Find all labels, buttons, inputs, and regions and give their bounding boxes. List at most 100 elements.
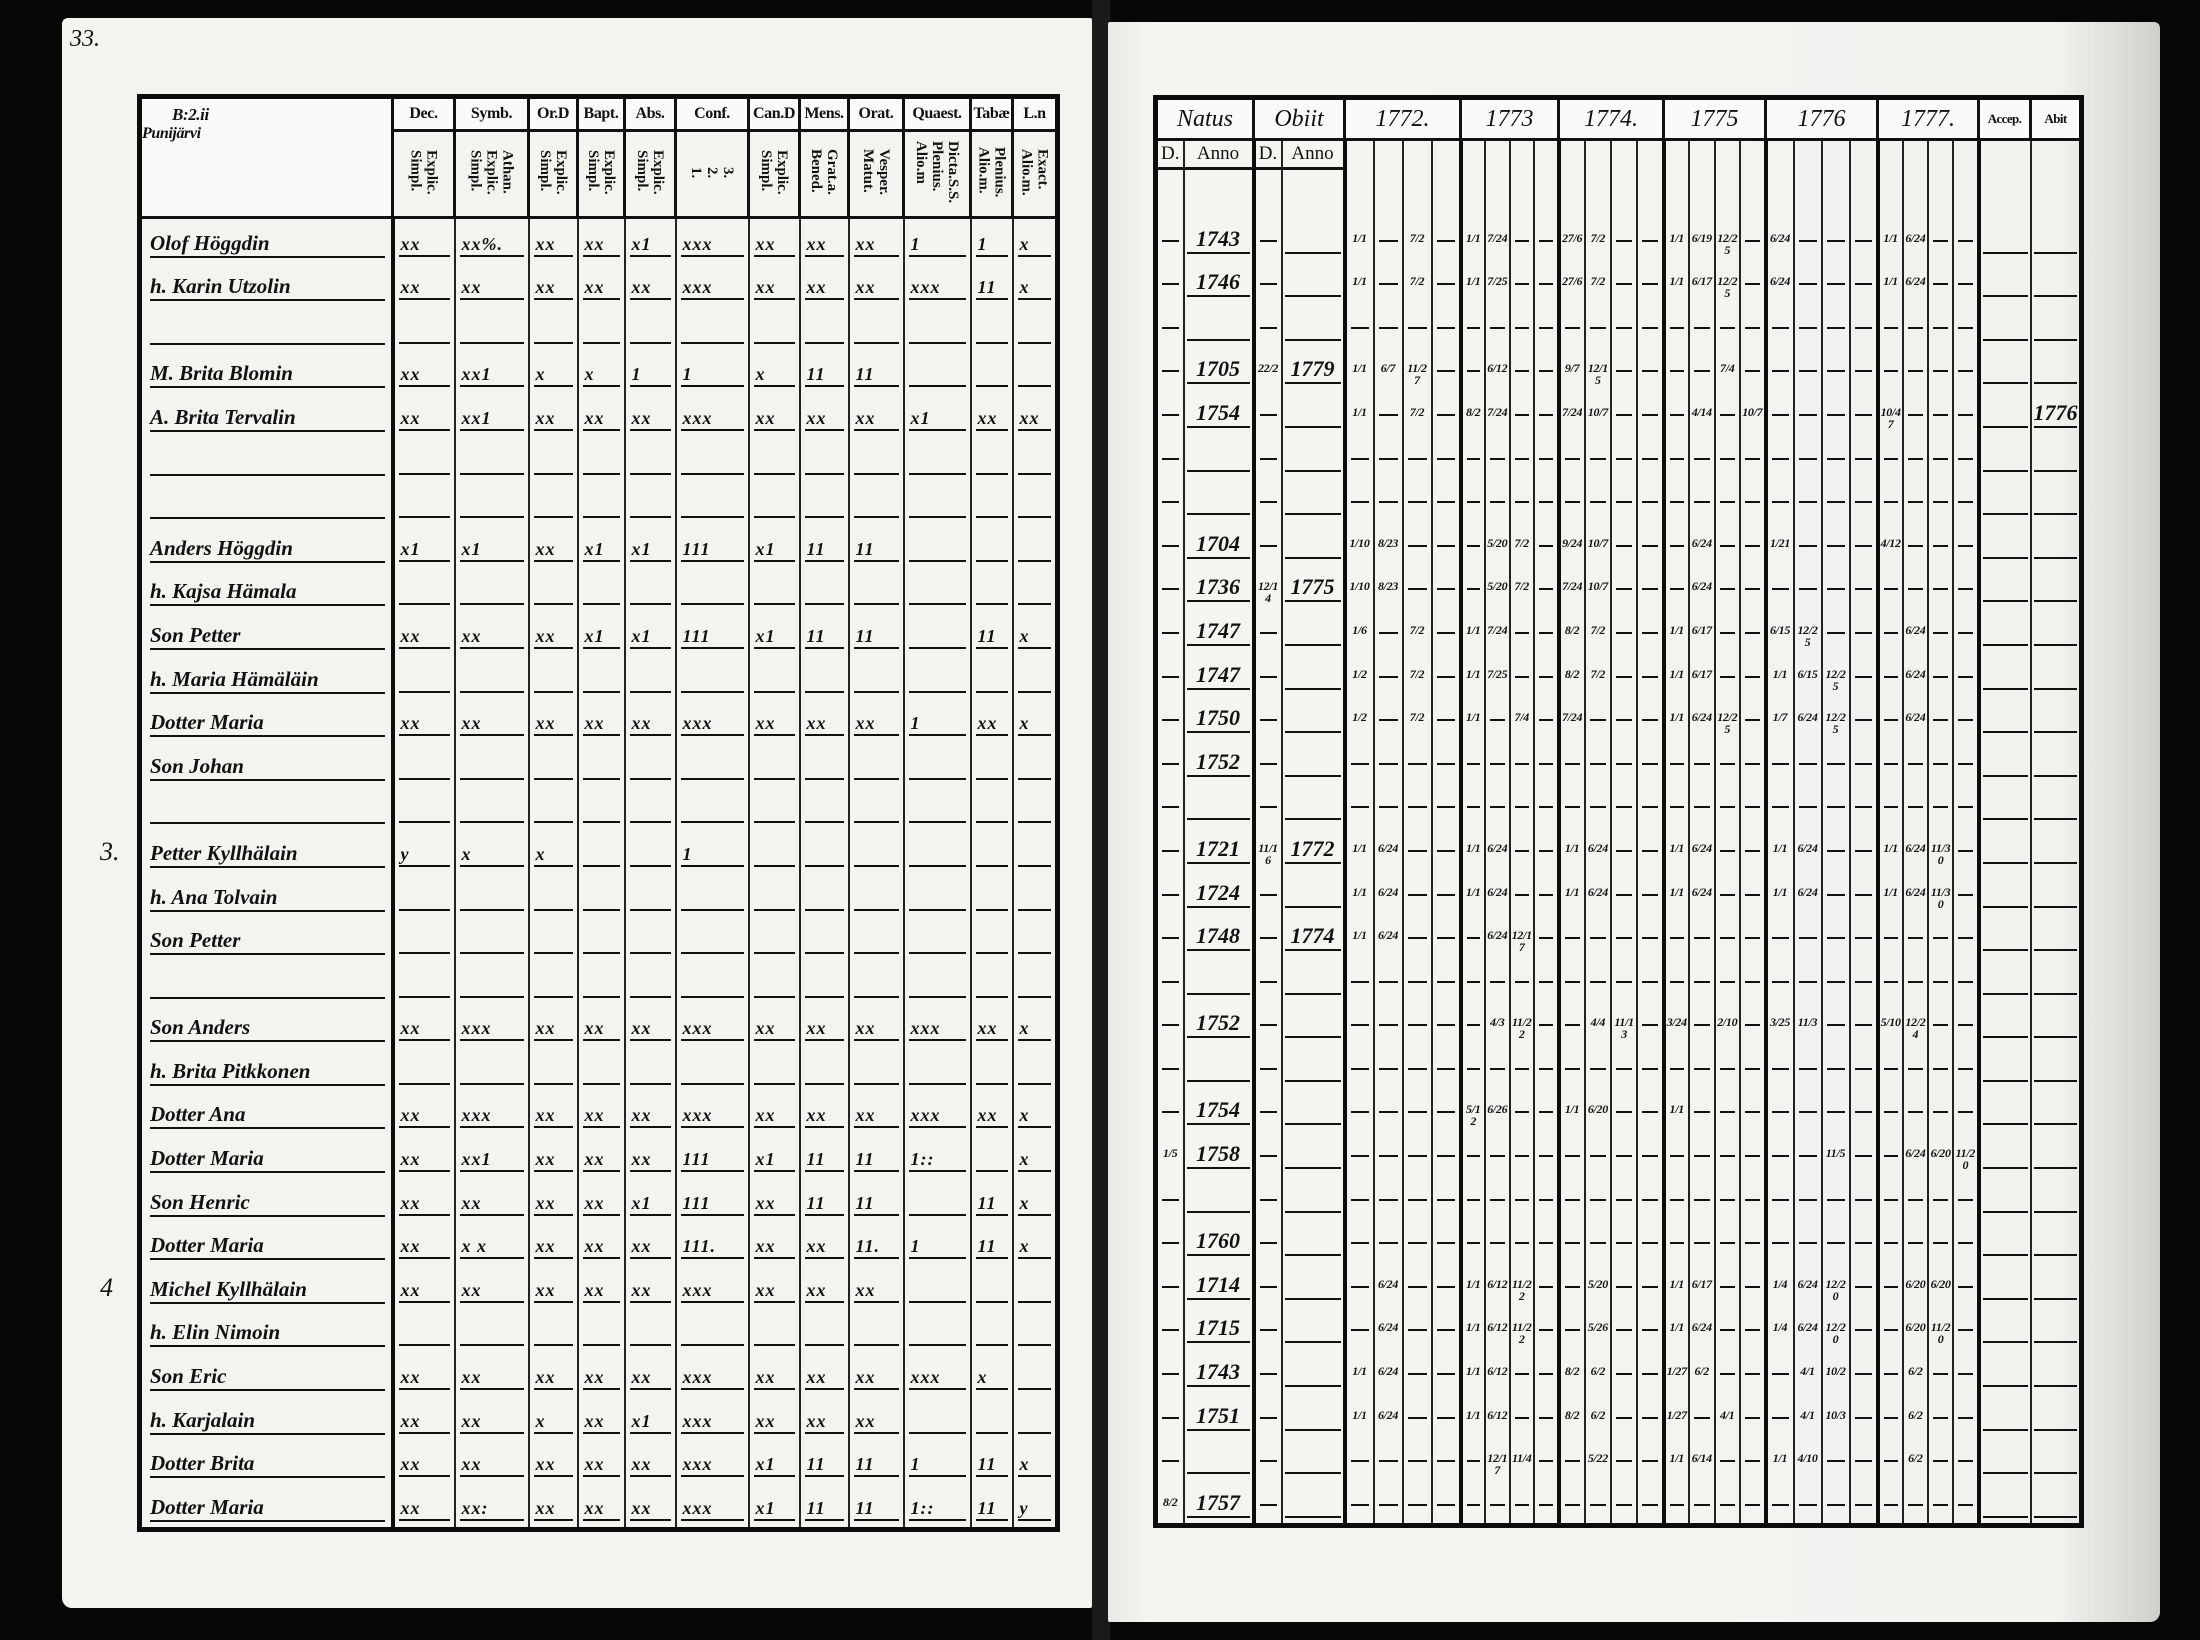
obiit-year-value — [1284, 313, 1341, 341]
year-entry — [1927, 302, 1955, 346]
year-entry-value — [1907, 413, 1924, 416]
knowledge-mark — [582, 756, 620, 780]
knowledge-mark: xx — [533, 712, 573, 737]
year-entry — [1927, 650, 1955, 695]
knowledge-mark: x — [1017, 712, 1051, 737]
accep-cell-value — [1982, 880, 2028, 908]
mark-cell: xx — [1011, 393, 1059, 437]
year-entry-value: 4/3 — [1490, 1015, 1505, 1030]
year-entry — [1927, 1174, 1955, 1218]
year-entry-value — [1589, 1242, 1607, 1245]
year-entry-value — [1798, 370, 1817, 373]
year-entry: 6/17 — [1688, 258, 1716, 303]
mark-cell — [1011, 829, 1059, 873]
year-entry — [1533, 258, 1560, 303]
knowledge-mark: xx — [582, 276, 620, 301]
year-entry: 9/7 — [1556, 345, 1586, 390]
obiit-year — [1280, 1130, 1346, 1175]
year-entry: 11/20 — [1952, 1130, 1980, 1175]
year-entry — [1927, 1479, 1955, 1526]
year-entry — [1901, 1086, 1930, 1131]
knowledge-mark — [908, 451, 966, 475]
year-entry-value — [1407, 937, 1427, 940]
year-entry-value — [1466, 1067, 1481, 1070]
year-entry: 5/20 — [1484, 563, 1511, 608]
knowledge-mark — [853, 974, 899, 998]
year-entry — [1713, 1479, 1741, 1526]
column-subheader-text: Vesper. Matut. — [860, 149, 892, 195]
year-entry — [1458, 956, 1486, 1000]
year-entry-value: 1/1 — [1772, 1451, 1788, 1466]
year-entry-value — [1854, 675, 1872, 678]
mark-cell — [674, 1047, 750, 1091]
year-entry — [1610, 956, 1639, 1000]
year-entry: 1/2 — [1342, 694, 1375, 739]
knowledge-mark — [1017, 1322, 1051, 1347]
mark-cell: xx — [747, 1265, 801, 1309]
obiit-day — [1251, 432, 1283, 477]
name-cell: Dotter Maria — [137, 1134, 394, 1179]
knowledge-mark — [908, 669, 966, 693]
year-entry: 6/24 — [1901, 215, 1930, 259]
year-entry-value: 6/24 — [1769, 274, 1791, 289]
year-entry — [1820, 432, 1851, 477]
natus-year: 1752 — [1182, 999, 1255, 1044]
year-entry-value — [1883, 1373, 1898, 1376]
mark-cell — [527, 567, 579, 612]
year-entry — [1739, 912, 1767, 957]
year-entry: 6/12 — [1484, 1304, 1511, 1349]
year-entry: 6/7 — [1372, 345, 1404, 390]
year-entry-value: 11/4 — [1512, 1451, 1532, 1466]
natus-day-value — [1162, 675, 1179, 678]
natus-day-value — [1162, 631, 1179, 634]
knowledge-mark: xx — [629, 1279, 671, 1303]
village-name: Punijärvi — [142, 125, 202, 142]
knowledge-mark — [459, 799, 524, 824]
knowledge-mark — [1017, 320, 1051, 344]
mark-cell — [847, 1308, 905, 1353]
year-entry — [1848, 956, 1879, 1000]
mark-cell — [847, 872, 905, 917]
year-entry-value: 12/15 — [1587, 361, 1608, 388]
year-entry — [1713, 389, 1741, 433]
year-entry-value — [1958, 849, 1973, 852]
obiit-day — [1251, 1435, 1283, 1480]
abit-cell — [2029, 258, 2083, 303]
year-entry: 6/24 — [1792, 825, 1823, 869]
accep-cell — [1976, 607, 2032, 651]
column-subheader-text: Explic. Simpl. — [537, 149, 569, 195]
year-entry — [1636, 389, 1665, 433]
mark-cell: 11 — [798, 1439, 850, 1484]
year-entry-value — [1514, 980, 1530, 983]
year-entry — [1484, 1130, 1511, 1175]
year-entry — [1636, 1086, 1665, 1131]
year-entry — [1952, 1217, 1980, 1262]
year-entry-value — [1407, 1111, 1427, 1114]
year-entry-value — [1616, 893, 1633, 896]
natus-year-value: 1704 — [1186, 531, 1250, 559]
year-entry-value — [1407, 501, 1427, 504]
mark-cell: x x — [453, 1221, 530, 1266]
year-entry-value — [1745, 980, 1760, 983]
knowledge-mark: xx — [853, 1017, 899, 1042]
knowledge-mark: xxx — [459, 1104, 524, 1129]
year-subcolumn — [1508, 139, 1535, 215]
year-entry — [1661, 956, 1690, 1000]
year-entry-value: 6/2 — [1908, 1451, 1923, 1466]
mark-cell: 11 — [847, 1178, 905, 1222]
year-entry-value: 11/30 — [1930, 884, 1951, 911]
year-entry-value — [1642, 675, 1658, 678]
knowledge-mark: xx — [975, 1017, 1008, 1042]
year-entry: 6/24 — [1901, 650, 1930, 695]
year-entry — [1763, 1217, 1795, 1262]
year-entry-value: 6/24 — [1587, 884, 1608, 899]
mark-cell: xx — [747, 1396, 801, 1440]
knowledge-mark — [459, 1061, 524, 1085]
knowledge-mark: xx — [533, 1104, 573, 1129]
obiit-year — [1280, 1217, 1346, 1262]
knowledge-mark — [680, 494, 744, 519]
year-entry-value: 7/4 — [1514, 710, 1530, 725]
year-entry — [1636, 956, 1665, 1000]
mark-cell — [453, 872, 530, 917]
mark-cell: x — [453, 829, 530, 873]
